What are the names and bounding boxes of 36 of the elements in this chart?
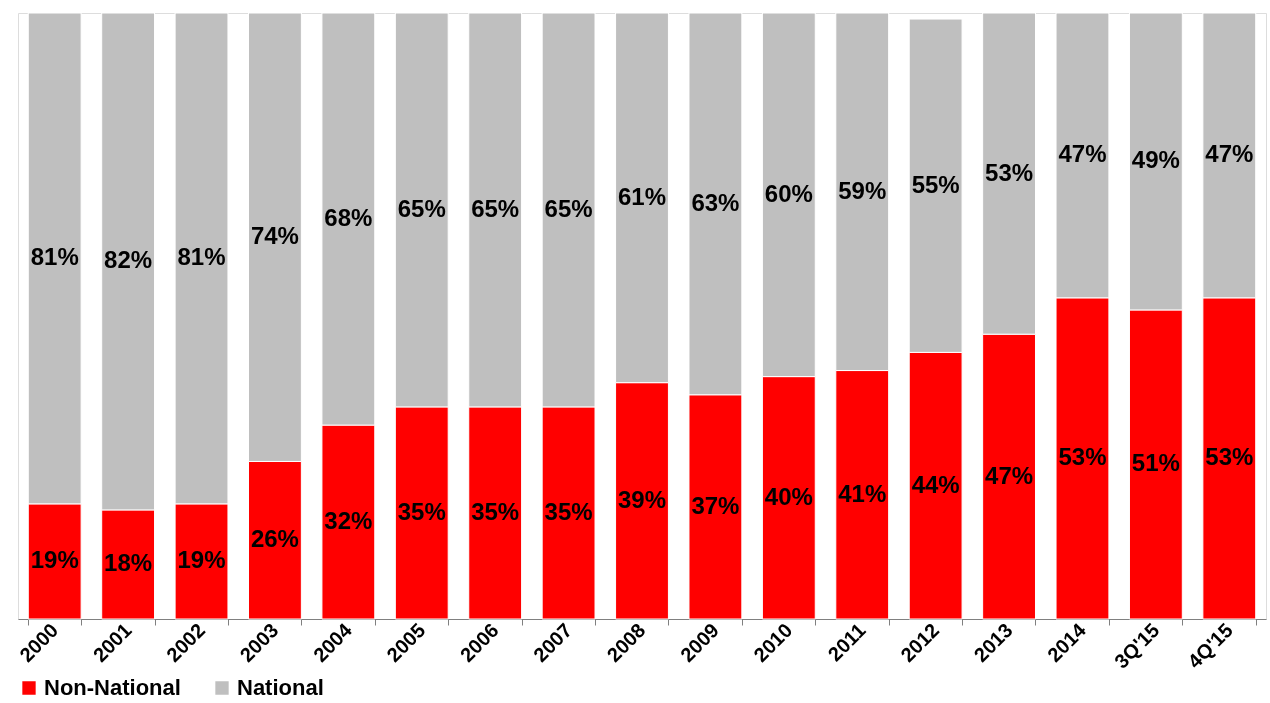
- data-label: 37%: [691, 491, 740, 519]
- data-label: 74%: [250, 222, 299, 250]
- data-label: 65%: [544, 194, 593, 222]
- data-label: 19%: [30, 546, 79, 574]
- data-label: 44%: [911, 470, 960, 498]
- data-label: 68%: [324, 204, 373, 232]
- data-label: 60%: [764, 179, 813, 207]
- data-label: 49%: [1131, 146, 1180, 174]
- data-label: 53%: [985, 158, 1034, 186]
- legend-label: National: [237, 675, 324, 700]
- data-label: 41%: [838, 479, 887, 507]
- data-label: 47%: [985, 461, 1034, 489]
- data-label: 82%: [104, 246, 153, 274]
- data-label: 35%: [397, 497, 446, 525]
- data-label: 59%: [838, 176, 887, 204]
- data-label: 65%: [397, 194, 446, 222]
- data-label: 53%: [1058, 443, 1107, 471]
- data-label: 81%: [30, 243, 79, 271]
- data-label: 47%: [1205, 140, 1254, 168]
- legend-label: Non-National: [44, 675, 181, 700]
- data-label: 19%: [177, 546, 226, 574]
- data-label: 51%: [1131, 449, 1180, 477]
- data-label: 35%: [471, 497, 520, 525]
- data-label: 53%: [1205, 443, 1254, 471]
- data-label: 81%: [177, 243, 226, 271]
- data-label: 65%: [471, 194, 520, 222]
- data-label: 26%: [250, 525, 299, 553]
- data-label: 47%: [1058, 140, 1107, 168]
- data-label: 18%: [104, 549, 153, 577]
- data-label: 35%: [544, 497, 593, 525]
- data-label: 61%: [617, 182, 667, 210]
- data-label: 63%: [691, 188, 740, 216]
- data-label: 55%: [911, 170, 960, 198]
- data-label: 40%: [764, 482, 813, 510]
- data-label: 32%: [324, 507, 373, 535]
- data-label: 39%: [617, 485, 667, 513]
